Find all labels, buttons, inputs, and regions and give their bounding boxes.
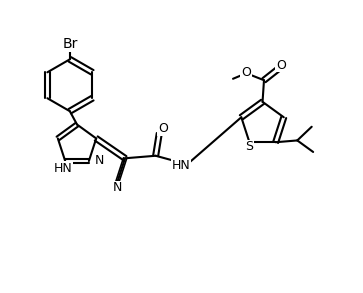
Text: S: S: [245, 140, 253, 154]
Text: Br: Br: [62, 37, 78, 51]
Text: O: O: [158, 122, 168, 135]
Text: O: O: [276, 59, 286, 71]
Text: N: N: [113, 181, 122, 194]
Text: N: N: [95, 154, 104, 167]
Text: O: O: [241, 66, 251, 79]
Text: HN: HN: [171, 159, 190, 172]
Text: HN: HN: [54, 162, 73, 175]
